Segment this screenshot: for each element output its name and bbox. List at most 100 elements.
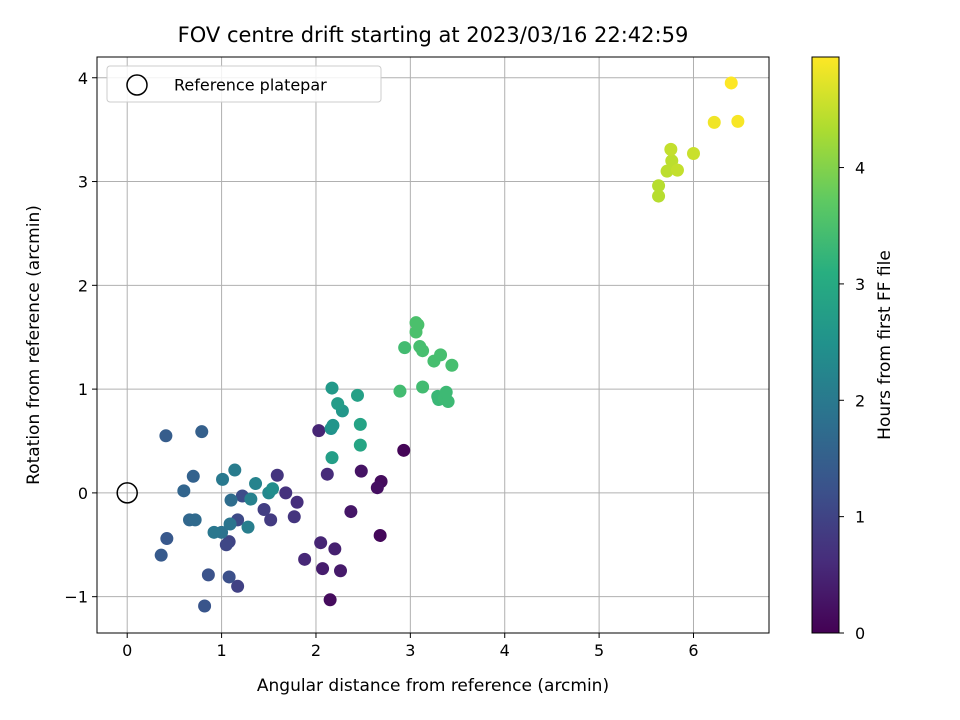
x-tick-label: 0 bbox=[122, 641, 132, 660]
colorbar: 0 1 2 3 4 Hours from first FF file bbox=[811, 56, 895, 643]
data-point bbox=[195, 425, 209, 439]
data-point bbox=[159, 429, 173, 443]
plot-frame bbox=[96, 56, 770, 634]
data-point bbox=[290, 495, 304, 509]
data-point bbox=[154, 548, 168, 562]
colorbar-tick-label: 3 bbox=[855, 275, 865, 294]
data-point bbox=[373, 528, 387, 542]
data-point bbox=[439, 385, 453, 399]
data-point bbox=[188, 513, 202, 527]
data-point bbox=[287, 510, 301, 524]
legend-entry-label: Reference platepar bbox=[174, 76, 327, 95]
data-point bbox=[244, 492, 258, 506]
y-tick-label: 1 bbox=[78, 380, 88, 399]
data-point bbox=[216, 472, 230, 486]
data-point bbox=[228, 463, 242, 477]
colorbar-tick-label: 4 bbox=[855, 159, 865, 178]
data-point bbox=[350, 388, 364, 402]
data-point bbox=[207, 525, 221, 539]
data-point bbox=[724, 76, 738, 90]
grid-lines bbox=[97, 57, 769, 633]
x-tick-label: 1 bbox=[216, 641, 226, 660]
y-tick-label: 3 bbox=[78, 173, 88, 192]
data-point bbox=[257, 502, 271, 516]
y-tick-label: 0 bbox=[78, 484, 88, 503]
data-point bbox=[186, 469, 200, 483]
data-point bbox=[325, 451, 339, 465]
data-point bbox=[328, 542, 342, 556]
data-point bbox=[177, 484, 191, 498]
data-point bbox=[416, 380, 430, 394]
data-point bbox=[160, 532, 174, 546]
data-point bbox=[354, 464, 368, 478]
colorbar-ticks: 0 1 2 3 4 bbox=[839, 159, 865, 643]
data-point bbox=[326, 418, 340, 432]
colorbar-label: Hours from first FF file bbox=[875, 250, 895, 440]
data-point bbox=[270, 468, 284, 482]
y-tick-label: 4 bbox=[78, 69, 88, 88]
x-tick-label: 6 bbox=[688, 641, 698, 660]
data-point bbox=[320, 467, 334, 481]
data-point bbox=[331, 397, 345, 411]
data-point bbox=[664, 142, 678, 156]
data-point bbox=[416, 344, 430, 358]
data-point bbox=[201, 568, 215, 582]
data-point bbox=[334, 564, 348, 578]
data-point bbox=[279, 486, 293, 500]
data-point bbox=[198, 599, 212, 613]
data-point bbox=[353, 438, 367, 452]
y-tick-label: 2 bbox=[78, 276, 88, 295]
x-tick-label: 2 bbox=[311, 641, 321, 660]
data-point bbox=[266, 482, 280, 496]
x-tick-label: 4 bbox=[500, 641, 510, 660]
data-point bbox=[665, 154, 679, 168]
legend-box bbox=[106, 65, 382, 103]
data-point bbox=[264, 513, 278, 527]
reference-platepar-marker bbox=[116, 482, 138, 504]
colorbar-tick-label: 2 bbox=[855, 391, 865, 410]
legend: Reference platepar bbox=[106, 65, 382, 103]
data-points bbox=[154, 76, 745, 613]
x-tick-label: 5 bbox=[594, 641, 604, 660]
data-point bbox=[249, 477, 263, 491]
legend-marker-open-circle-icon bbox=[126, 74, 148, 96]
data-point bbox=[223, 517, 237, 531]
axis-ticks: 0 1 2 3 4 5 6 −1 0 1 2 3 4 bbox=[64, 69, 698, 660]
x-tick-label: 3 bbox=[405, 641, 415, 660]
reference-point bbox=[116, 482, 138, 504]
data-point bbox=[670, 163, 684, 177]
data-point bbox=[353, 417, 367, 431]
data-point bbox=[231, 579, 245, 593]
data-point bbox=[398, 341, 412, 355]
colorbar-gradient bbox=[811, 56, 840, 634]
data-point bbox=[445, 358, 459, 372]
data-point bbox=[686, 147, 700, 161]
data-point bbox=[652, 189, 666, 203]
data-point bbox=[707, 115, 721, 129]
data-point bbox=[434, 348, 448, 362]
data-point bbox=[397, 443, 411, 457]
data-point bbox=[323, 593, 337, 607]
data-point bbox=[316, 562, 330, 576]
data-point bbox=[222, 570, 236, 584]
data-point bbox=[393, 384, 407, 398]
data-point bbox=[652, 179, 666, 193]
colorbar-tick-label: 1 bbox=[855, 508, 865, 527]
plot-area bbox=[97, 57, 769, 633]
data-point bbox=[224, 493, 238, 507]
colorbar-tick-label: 0 bbox=[855, 624, 865, 643]
data-point bbox=[298, 552, 312, 566]
data-point bbox=[325, 381, 339, 395]
y-axis-label: Rotation from reference (arcmin) bbox=[24, 205, 44, 485]
y-tick-label: −1 bbox=[64, 588, 88, 607]
chart-title: FOV centre drift starting at 2023/03/16 … bbox=[178, 23, 689, 47]
data-point bbox=[312, 424, 326, 438]
data-point bbox=[370, 481, 384, 495]
data-point bbox=[344, 505, 358, 519]
data-point bbox=[731, 114, 745, 128]
data-point bbox=[219, 538, 233, 552]
data-point bbox=[660, 164, 674, 178]
x-axis-label: Angular distance from reference (arcmin) bbox=[257, 676, 609, 696]
data-point bbox=[314, 536, 328, 550]
